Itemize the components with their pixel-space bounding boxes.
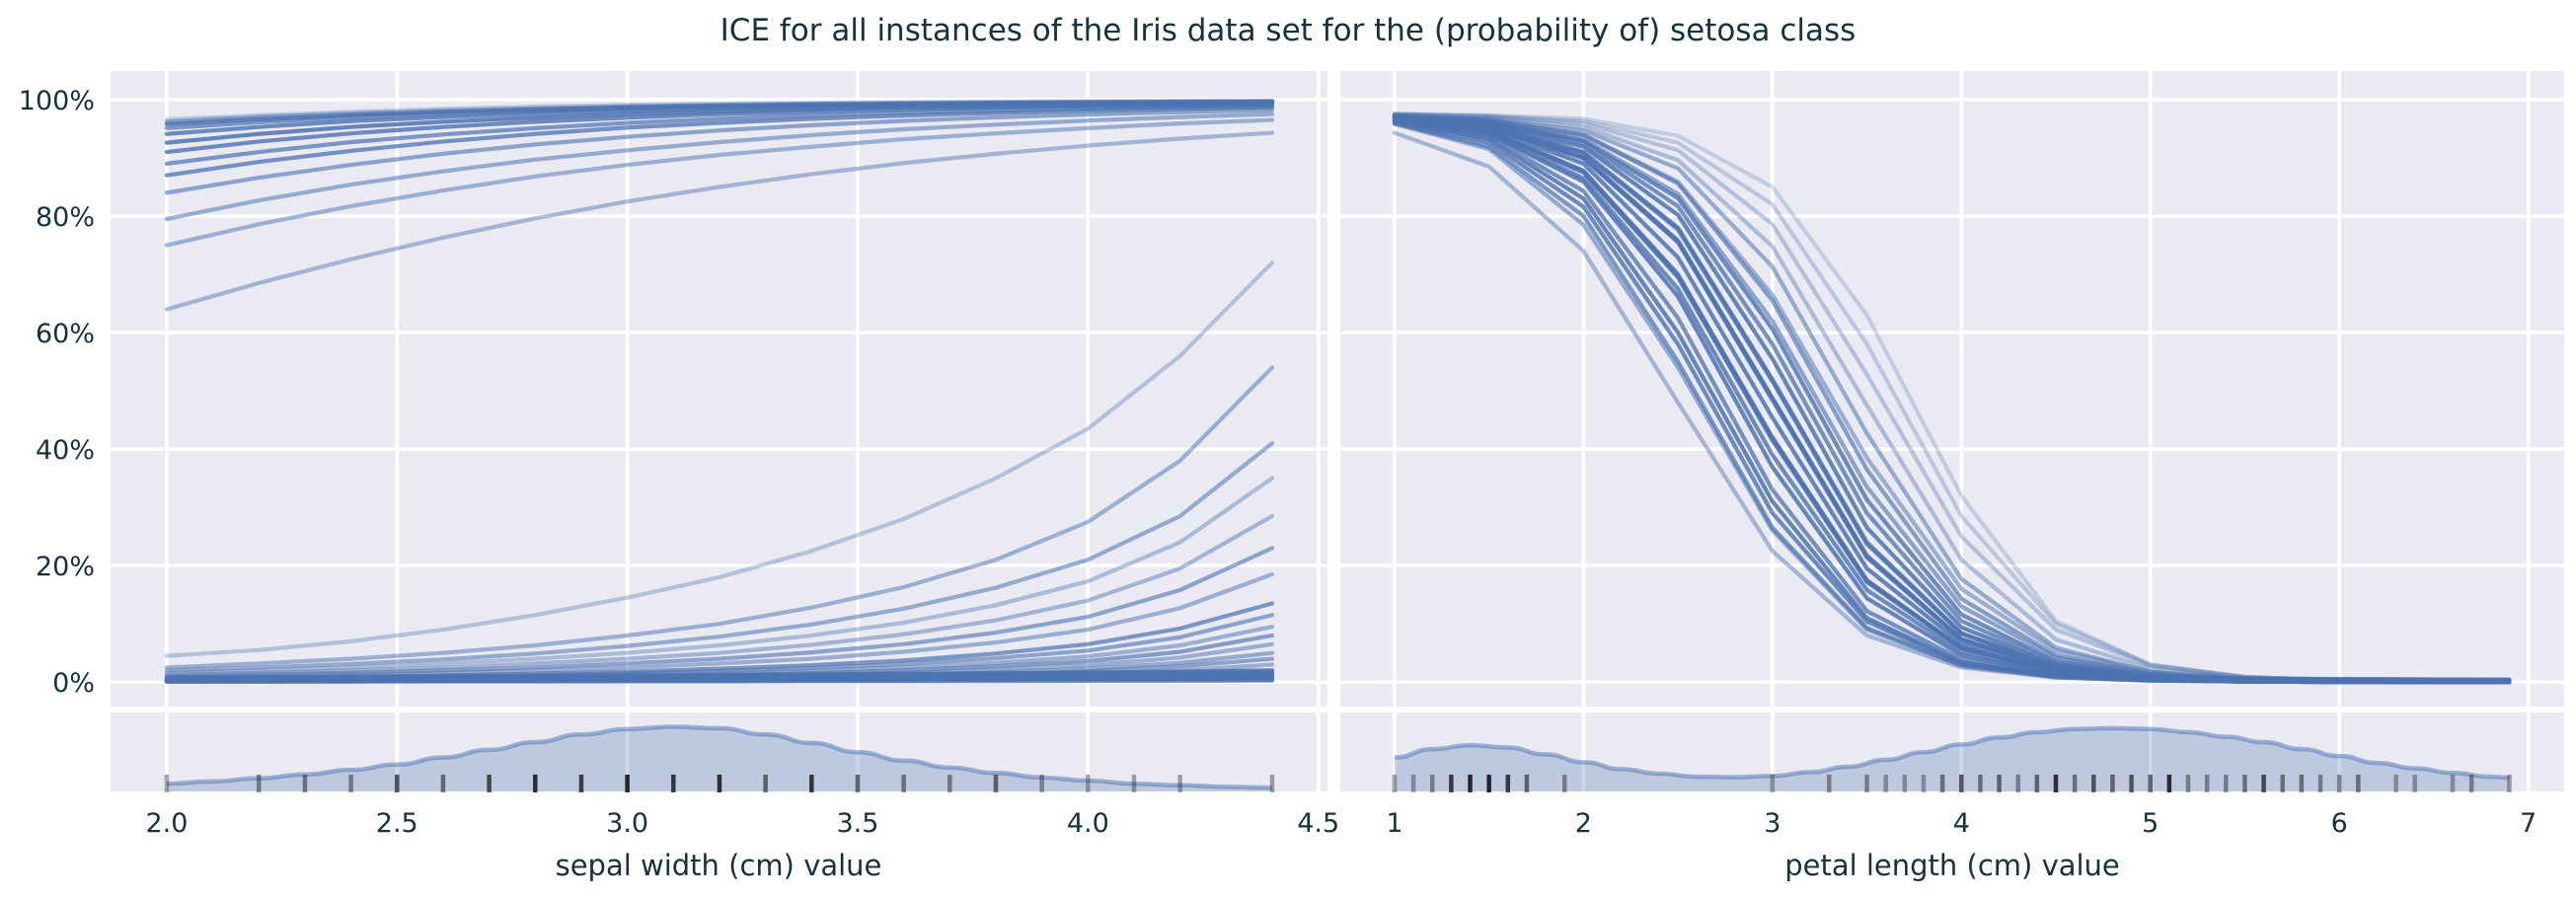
ice-curve bbox=[164, 476, 1275, 675]
y-tick-label: 60% bbox=[36, 319, 95, 349]
x-tick-label: 3 bbox=[1764, 808, 1780, 839]
ice-curve bbox=[1392, 116, 2512, 682]
ice-curve bbox=[164, 513, 1275, 677]
x-tick-label: 3.5 bbox=[836, 808, 878, 839]
density-curve bbox=[166, 724, 1273, 790]
ice-curve bbox=[164, 105, 1275, 178]
ice-curve bbox=[164, 365, 1275, 670]
ice-curve bbox=[164, 441, 1275, 673]
ice-curve bbox=[164, 673, 1275, 683]
y-tick-label: 20% bbox=[36, 552, 95, 582]
x-tick-label: 4 bbox=[1953, 808, 1970, 839]
x-tick-label: 5 bbox=[2142, 808, 2159, 839]
plot-root: 2.0 2.5 3.0 3.5 4.0 4.5 0% 20% 40% 60% 80% 100% 1 2 3 4… bbox=[19, 71, 2564, 839]
x-tick-label: 6 bbox=[2331, 808, 2348, 839]
ice-curve bbox=[164, 261, 1275, 658]
y-tick-label: 0% bbox=[52, 668, 95, 699]
x-tick-label: 4.0 bbox=[1067, 808, 1109, 839]
ice-curve bbox=[164, 99, 1275, 126]
ice-curve bbox=[164, 101, 1275, 145]
ice-curve bbox=[164, 112, 1275, 222]
chart-title: ICE for all instances of the Iris data s… bbox=[720, 13, 1856, 48]
x-tick-label: 2 bbox=[1575, 808, 1592, 839]
x-axis-label-sepal-width: sepal width (cm) value bbox=[556, 849, 882, 882]
main-axes-background bbox=[111, 71, 1327, 707]
ice-curve bbox=[164, 130, 1275, 312]
ice-curve bbox=[164, 108, 1275, 195]
x-tick-label: 1 bbox=[1386, 808, 1402, 839]
y-tick-label: 100% bbox=[19, 86, 95, 116]
x-tick-label: 4.5 bbox=[1297, 808, 1339, 839]
x-tick-label: 2.5 bbox=[376, 808, 418, 839]
ice-curve bbox=[164, 117, 1275, 248]
x-tick-label: 2.0 bbox=[145, 808, 188, 839]
x-tick-label: 7 bbox=[2520, 808, 2537, 839]
ice-curve bbox=[164, 546, 1275, 679]
density-curve bbox=[1394, 725, 2510, 781]
x-tick-label: 3.0 bbox=[606, 808, 648, 839]
x-axis-label-petal-length: petal length (cm) value bbox=[1784, 849, 2120, 882]
y-tick-label: 40% bbox=[36, 435, 95, 466]
y-tick-label: 80% bbox=[36, 202, 95, 233]
